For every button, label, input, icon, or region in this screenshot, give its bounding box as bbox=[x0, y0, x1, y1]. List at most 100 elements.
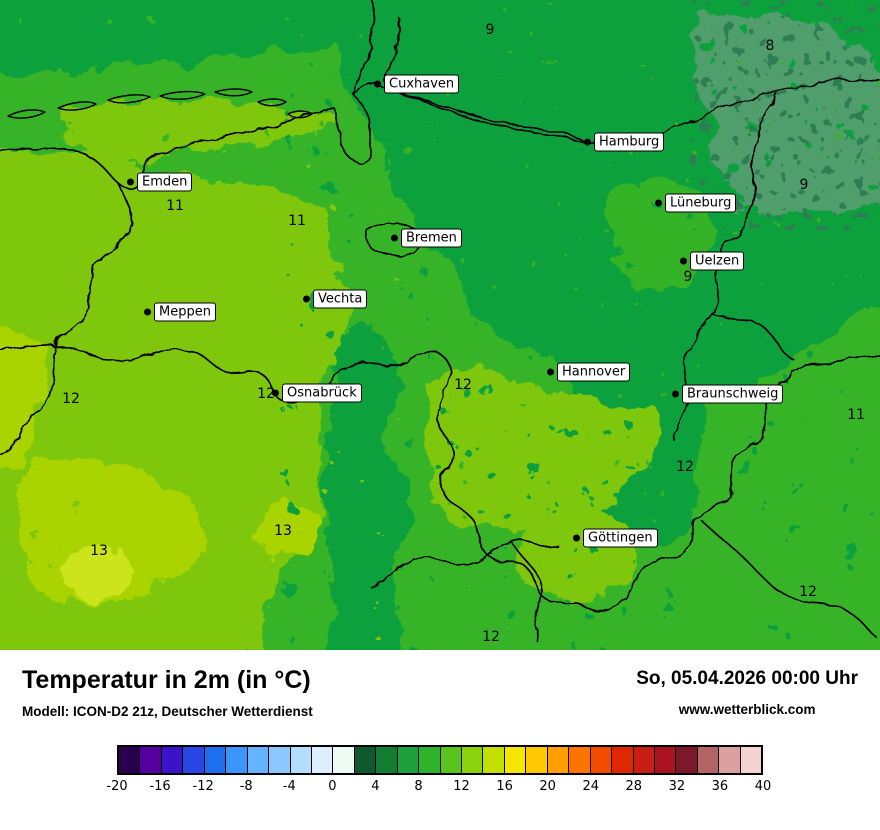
temperature-map: 9 8 9 11 11 9 12 12 12 11 bbox=[0, 0, 880, 650]
city-label: Cuxhaven bbox=[384, 74, 460, 94]
legend-tick-label: -4 bbox=[282, 779, 296, 794]
legend-tick-label: 4 bbox=[371, 779, 380, 794]
temp-value-label: 12 bbox=[257, 386, 275, 402]
city-marker: Hamburg bbox=[584, 132, 665, 152]
city-dot-icon bbox=[144, 308, 151, 316]
legend-cell bbox=[397, 747, 420, 773]
temp-value-label: 8 bbox=[765, 38, 775, 54]
page-title: Temperatur in 2m (in °C) bbox=[22, 666, 311, 694]
city-dot-icon bbox=[655, 199, 662, 207]
city-label: Meppen bbox=[154, 302, 216, 322]
legend-cell bbox=[204, 747, 227, 773]
temp-value-label: 11 bbox=[847, 407, 865, 423]
city-label: Vechta bbox=[313, 289, 368, 309]
city-marker: Uelzen bbox=[680, 251, 745, 271]
legend-cell bbox=[333, 747, 355, 773]
legend-cell bbox=[740, 747, 762, 773]
temp-value-label: 12 bbox=[482, 629, 500, 645]
city-dot-icon bbox=[584, 138, 591, 146]
legend-cell bbox=[140, 747, 162, 773]
hesse-border bbox=[371, 540, 559, 589]
temp-value-label: 11 bbox=[166, 198, 184, 214]
speckle-teal bbox=[690, 0, 880, 230]
wolfsburg-border bbox=[712, 314, 794, 360]
valid-datetime: So, 05.04.2026 00:00 Uhr bbox=[636, 668, 858, 689]
hesse-border-south bbox=[511, 541, 544, 641]
legend-colorbar bbox=[117, 745, 763, 775]
elbe-estuary bbox=[352, 0, 376, 95]
legend-cell bbox=[590, 747, 613, 773]
legend-cell bbox=[547, 747, 570, 773]
map-overlay: 9 8 9 11 11 9 12 12 12 11 bbox=[62, 22, 865, 645]
city-marker: Cuxhaven bbox=[374, 74, 460, 94]
legend-cell bbox=[354, 747, 377, 773]
nrw-border bbox=[0, 345, 584, 607]
city-label: Emden bbox=[137, 172, 193, 192]
legend-tick-label: 20 bbox=[539, 779, 556, 794]
city-dot-icon bbox=[303, 295, 310, 303]
legend-tick-label: 24 bbox=[582, 779, 599, 794]
city-dot-icon bbox=[272, 389, 279, 397]
city-marker: Meppen bbox=[144, 302, 216, 322]
legend-cell bbox=[161, 747, 184, 773]
city-marker: Osnabrück bbox=[272, 383, 362, 403]
legend-tick-label: -8 bbox=[239, 779, 253, 794]
southeast-border bbox=[582, 354, 880, 611]
legend-cell bbox=[119, 747, 141, 773]
city-label: Hamburg bbox=[594, 132, 665, 152]
legend-tick-label: 28 bbox=[625, 779, 643, 794]
city-label: Osnabrück bbox=[282, 383, 362, 403]
legend-cell bbox=[462, 747, 484, 773]
city-label: Uelzen bbox=[690, 251, 745, 271]
city-dot-icon bbox=[374, 80, 381, 88]
city-dot-icon bbox=[672, 390, 679, 398]
legend-tick-label: 40 bbox=[754, 779, 772, 794]
legend-cell bbox=[633, 747, 655, 773]
legend-tick-label: -20 bbox=[106, 779, 128, 794]
bottom-right-border bbox=[700, 519, 880, 641]
dutch-border bbox=[0, 184, 134, 458]
city-label: Bremen bbox=[401, 228, 462, 248]
city-label: Göttingen bbox=[583, 528, 658, 548]
legend-tick-label: -16 bbox=[149, 779, 171, 794]
temp-value-label: 13 bbox=[90, 543, 108, 559]
islands bbox=[7, 88, 313, 119]
legend-tick-label: 12 bbox=[453, 779, 470, 794]
legend-cell bbox=[311, 747, 334, 773]
city-marker: Bremen bbox=[391, 228, 462, 248]
city-label: Hannover bbox=[557, 362, 631, 382]
temp-value-label: 12 bbox=[62, 391, 80, 407]
elbe-north-bank bbox=[382, 85, 589, 143]
legend-cell bbox=[440, 747, 462, 773]
legend-cell bbox=[719, 747, 741, 773]
temp-value-label: 12 bbox=[676, 459, 694, 475]
temp-value-label: 9 bbox=[485, 22, 495, 38]
legend-cell bbox=[419, 747, 441, 773]
legend-cell bbox=[183, 747, 205, 773]
title-block: Temperatur in 2m (in °C) Modell: ICON-D2… bbox=[22, 666, 313, 719]
city-marker: Braunschweig bbox=[672, 384, 784, 404]
legend-tick-label: 0 bbox=[328, 779, 337, 794]
legend-cell bbox=[612, 747, 634, 773]
temp-value-label: 11 bbox=[288, 213, 306, 229]
city-dot-icon bbox=[547, 368, 554, 376]
titles-row: Temperatur in 2m (in °C) Modell: ICON-D2… bbox=[0, 666, 880, 719]
temp-value-label: 9 bbox=[683, 269, 693, 285]
website-credit: www.wetterblick.com bbox=[678, 702, 816, 717]
legend-cell bbox=[654, 747, 677, 773]
bremen-ring bbox=[364, 222, 422, 256]
city-marker: Vechta bbox=[303, 289, 368, 309]
temp-value-label: 9 bbox=[799, 177, 809, 193]
city-dot-icon bbox=[680, 257, 687, 265]
legend-tick-label: 16 bbox=[496, 779, 513, 794]
legend-tick-label: 8 bbox=[414, 779, 423, 794]
legend-tick-label: -12 bbox=[192, 779, 214, 794]
legend-cell bbox=[247, 747, 270, 773]
city-marker: Emden bbox=[127, 172, 193, 192]
temp-value-label: 12 bbox=[799, 584, 817, 600]
map-footer: Temperatur in 2m (in °C) Modell: ICON-D2… bbox=[0, 650, 880, 830]
temp-value-label: 13 bbox=[274, 523, 292, 539]
city-label: Braunschweig bbox=[682, 384, 784, 404]
city-dot-icon bbox=[573, 534, 580, 542]
